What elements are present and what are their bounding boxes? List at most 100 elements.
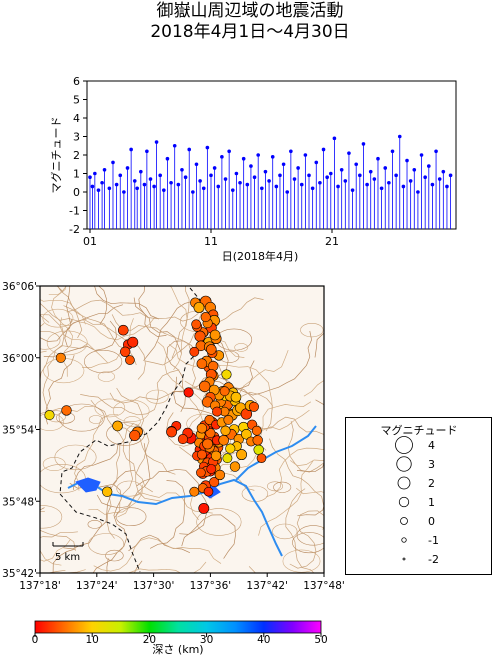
mt-point [336, 184, 340, 189]
mt-point [372, 177, 377, 181]
contour-ring [106, 422, 145, 446]
epicenter-marker [200, 312, 211, 323]
mt-point [162, 188, 166, 192]
contour-line [169, 286, 188, 371]
map-x-tick-label: 137°18' [19, 580, 61, 592]
epicenter-marker [194, 330, 206, 342]
contour-ring [88, 415, 103, 424]
contour-line [40, 314, 65, 419]
contour-ring [94, 398, 126, 418]
mt-point [145, 149, 149, 154]
epicenter-marker [196, 423, 208, 434]
contour-ring [40, 331, 61, 350]
contour-line [106, 423, 134, 539]
mt-point [416, 190, 420, 194]
mt-point [430, 182, 435, 187]
epicenter-marker [112, 420, 123, 432]
chart-title-line2: 2018年4月1日〜4月30日 [150, 22, 350, 42]
mt-point [132, 179, 137, 183]
contour-ring [196, 508, 242, 536]
mt-point [350, 188, 355, 192]
epicenter-marker [219, 386, 230, 397]
epicenter-marker [183, 387, 194, 398]
mt-x-tick-label: 21 [325, 235, 339, 248]
epicenter-marker [102, 486, 113, 497]
legend-size-label: 3 [428, 458, 435, 471]
mt-point [139, 169, 143, 174]
legend-size-marker [395, 436, 413, 454]
mt-point [252, 175, 257, 179]
contour-line [93, 537, 222, 572]
colorbar-tick-label: 50 [314, 634, 327, 646]
epicenter-marker [210, 450, 222, 461]
mt-point [245, 182, 250, 187]
mt-point [299, 182, 304, 187]
epicenter-marker [221, 369, 232, 380]
contour-line [135, 432, 163, 502]
mt-point [198, 179, 202, 183]
mt-y-tick-label: 5 [73, 94, 80, 107]
epicenter-marker [205, 428, 216, 439]
mt-point [142, 182, 147, 187]
mt-point [379, 186, 384, 191]
legend-size-label: -2 [428, 553, 439, 566]
contour-ring [145, 389, 169, 404]
mt-point [212, 166, 217, 170]
mt-point [401, 184, 406, 189]
scale-bar-label: 5 km [55, 552, 80, 563]
legend-title: マグニチュード [381, 423, 458, 437]
contour-line [40, 405, 94, 415]
contour-ring [54, 444, 97, 471]
prefecture-border [59, 287, 219, 573]
epicenter-marker [127, 336, 139, 348]
mt-point [310, 186, 315, 191]
mt-point [332, 136, 337, 141]
contour-line [296, 399, 324, 473]
mt-point [408, 179, 413, 183]
contour-line [40, 549, 62, 566]
map-y-tick-label: 35°48' [2, 496, 37, 508]
mt-point [296, 166, 300, 170]
epicenter-marker [44, 410, 55, 421]
mt-y-tick-label: 4 [73, 112, 80, 125]
epicenter-marker [125, 355, 135, 365]
mt-point [260, 186, 264, 191]
map-y-tick-label: 35°42' [2, 568, 37, 580]
mt-point [328, 171, 333, 176]
mt-point [434, 149, 438, 154]
mt-point [427, 164, 431, 168]
mt-point [289, 149, 293, 154]
mt-point [148, 177, 153, 181]
contour-line [314, 332, 324, 358]
mt-point [267, 179, 271, 183]
map-y-tick-label: 36°06' [2, 281, 37, 293]
epicenter-marker [223, 414, 234, 425]
depth-colorbar [34, 620, 322, 634]
contour-line [149, 480, 186, 549]
contour-line [44, 355, 75, 425]
mt-point [107, 186, 112, 191]
contour-ring [234, 343, 249, 352]
contour-line [40, 302, 87, 322]
mt-point [274, 184, 279, 189]
mt-point [318, 180, 322, 185]
mt-point [448, 173, 453, 178]
contour-line [66, 299, 199, 322]
legend-size-marker [400, 517, 408, 525]
mt-y-tick-label: 6 [73, 75, 80, 88]
contour-line [297, 504, 324, 517]
colorbar-tick-label: 20 [143, 634, 156, 646]
contour-line [289, 459, 324, 495]
mt-point [256, 153, 260, 157]
mt-point [194, 162, 199, 167]
map-x-tick-label: 137°42' [246, 580, 288, 592]
map-y-tick-label: 35°54' [2, 425, 37, 437]
mt-point [102, 168, 107, 172]
mt-point [118, 173, 123, 178]
colorbar-tick-label: 0 [32, 634, 39, 646]
contour-line [90, 399, 153, 493]
contour-ring [58, 403, 105, 432]
epicenter-marker [118, 324, 129, 336]
mt-point [281, 162, 286, 167]
mt-point [441, 169, 446, 174]
